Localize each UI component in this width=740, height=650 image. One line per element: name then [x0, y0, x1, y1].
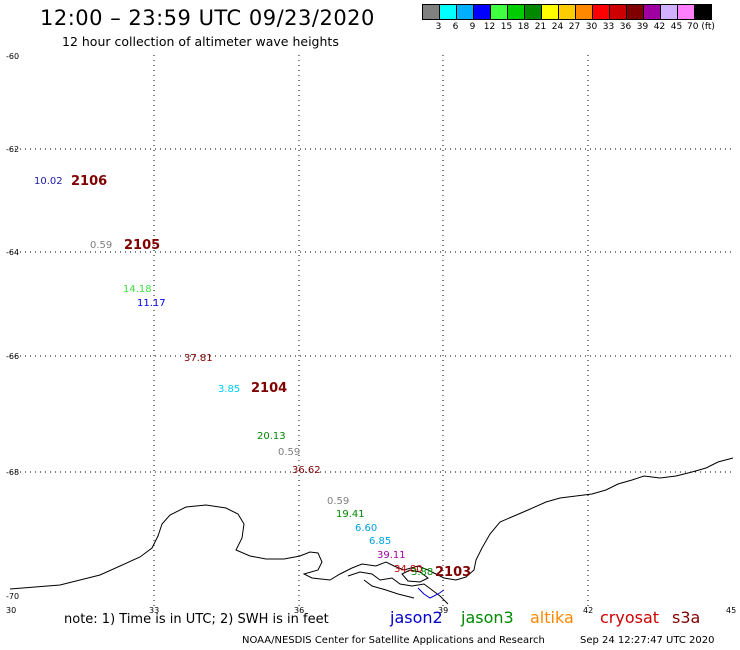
lon-label-39: 39 [438, 606, 449, 615]
color-scale-swatch [610, 4, 627, 20]
lon-label-42: 42 [583, 606, 594, 615]
color-scale-tick-label: 70 (ft) [687, 22, 715, 32]
color-scale-tick-label: 24 [551, 22, 564, 32]
coastline [9, 457, 734, 590]
satellite-legend-s3a: s3a [672, 608, 701, 627]
lat-label-66: -66 [6, 352, 20, 361]
track-number-label: 2105 [124, 238, 161, 253]
color-scale-swatch [559, 4, 576, 20]
wave-height-label: 3.85 [218, 384, 241, 395]
footer-note: note: 1) Time is in UTC; 2) SWH is in fe… [64, 612, 329, 627]
lat-label-68: -68 [6, 468, 20, 477]
satellite-legend-cryosat: cryosat [600, 608, 660, 627]
satellite-legend-jason3: jason3 [461, 608, 514, 627]
wave-height-label: 37.81 [184, 353, 213, 364]
wave-height-label: 11.17 [137, 298, 166, 309]
color-scale-swatch [508, 4, 525, 20]
wave-height-label: 20.13 [257, 431, 286, 442]
lat-label-70: -70 [6, 592, 20, 601]
wave-height-label: 14.18 [123, 284, 152, 295]
color-scale-swatch [661, 4, 678, 20]
color-scale-tick-label: 12 [483, 22, 496, 32]
color-scale-tick-label: 6 [452, 22, 459, 32]
color-scale-tick-label: 33 [602, 22, 615, 32]
footer-credit: NOAA/NESDIS Center for Satellite Applica… [242, 635, 545, 646]
color-scale-tick-label: 45 [670, 22, 683, 32]
wave-height-label: 10.02 [34, 176, 63, 187]
color-scale-tick-label: 30 [585, 22, 598, 32]
color-scale-tick-label: 21 [534, 22, 547, 32]
color-scale-swatch [678, 4, 695, 20]
color-scale-swatch [593, 4, 610, 20]
lon-label-45: 45 [726, 606, 737, 615]
color-scale-tick-label: 27 [568, 22, 581, 32]
wave-height-label: 6.60 [355, 523, 378, 534]
color-scale-swatch [457, 4, 474, 20]
coastline-detail [347, 571, 449, 605]
lon-label-36: 36 [294, 606, 305, 615]
color-scale-tick-label: 36 [619, 22, 632, 32]
map-gridlines [10, 55, 733, 606]
lon-label-30: 30 [6, 606, 17, 615]
lat-label-62: -62 [6, 145, 20, 154]
wave-height-label: 0.59 [90, 240, 113, 251]
color-scale-swatch [525, 4, 542, 20]
wave-height-label: 34.80 [394, 564, 423, 575]
track-number-label: 2106 [71, 174, 108, 189]
color-scale-swatch [576, 4, 593, 20]
track-number-label: 2103 [435, 565, 472, 580]
satellite-ground-track [417, 587, 445, 599]
lon-label-33: 33 [149, 606, 160, 615]
lat-label-60: -60 [6, 52, 20, 61]
wave-height-label: 0.59 [278, 447, 301, 458]
satellite-legend-altika: altika [530, 608, 574, 627]
color-scale-swatch [542, 4, 559, 20]
color-scale-tick-label: 42 [653, 22, 666, 32]
color-scale-tick-label: 39 [636, 22, 649, 32]
color-scale-bar [422, 4, 712, 20]
color-scale-swatch [627, 4, 644, 20]
satellite-legend-jason2: jason2 [390, 608, 443, 627]
color-scale-tick-label: 18 [517, 22, 530, 32]
footer-timestamp: Sep 24 12:27:47 UTC 2020 [580, 635, 715, 646]
color-scale-swatch [474, 4, 491, 20]
wave-height-label: 3.88 [411, 567, 434, 578]
track-number-label: 2104 [251, 381, 288, 396]
color-scale-swatch [491, 4, 508, 20]
coastline-island [401, 569, 429, 583]
lat-label-64: -64 [6, 248, 20, 257]
color-scale-tick-label: 3 [435, 22, 442, 32]
color-scale-swatch [644, 4, 661, 20]
wave-height-label: 39.11 [377, 550, 406, 561]
coastline-inlet [363, 579, 415, 599]
color-scale-tick-label: 15 [500, 22, 513, 32]
color-scale-swatch [422, 4, 440, 20]
color-scale-swatch [695, 4, 712, 20]
wave-height-label: 36.62 [292, 465, 321, 476]
wave-height-label: 19.41 [336, 509, 365, 520]
color-scale-tick-label: 9 [469, 22, 476, 32]
color-scale-swatch [440, 4, 457, 20]
page-subtitle: 12 hour collection of altimeter wave hei… [62, 34, 339, 49]
page-title: 12:00 – 23:59 UTC 09/23/2020 [40, 6, 375, 30]
wave-height-label: 6.85 [369, 536, 392, 547]
wave-height-label: 0.59 [327, 496, 350, 507]
